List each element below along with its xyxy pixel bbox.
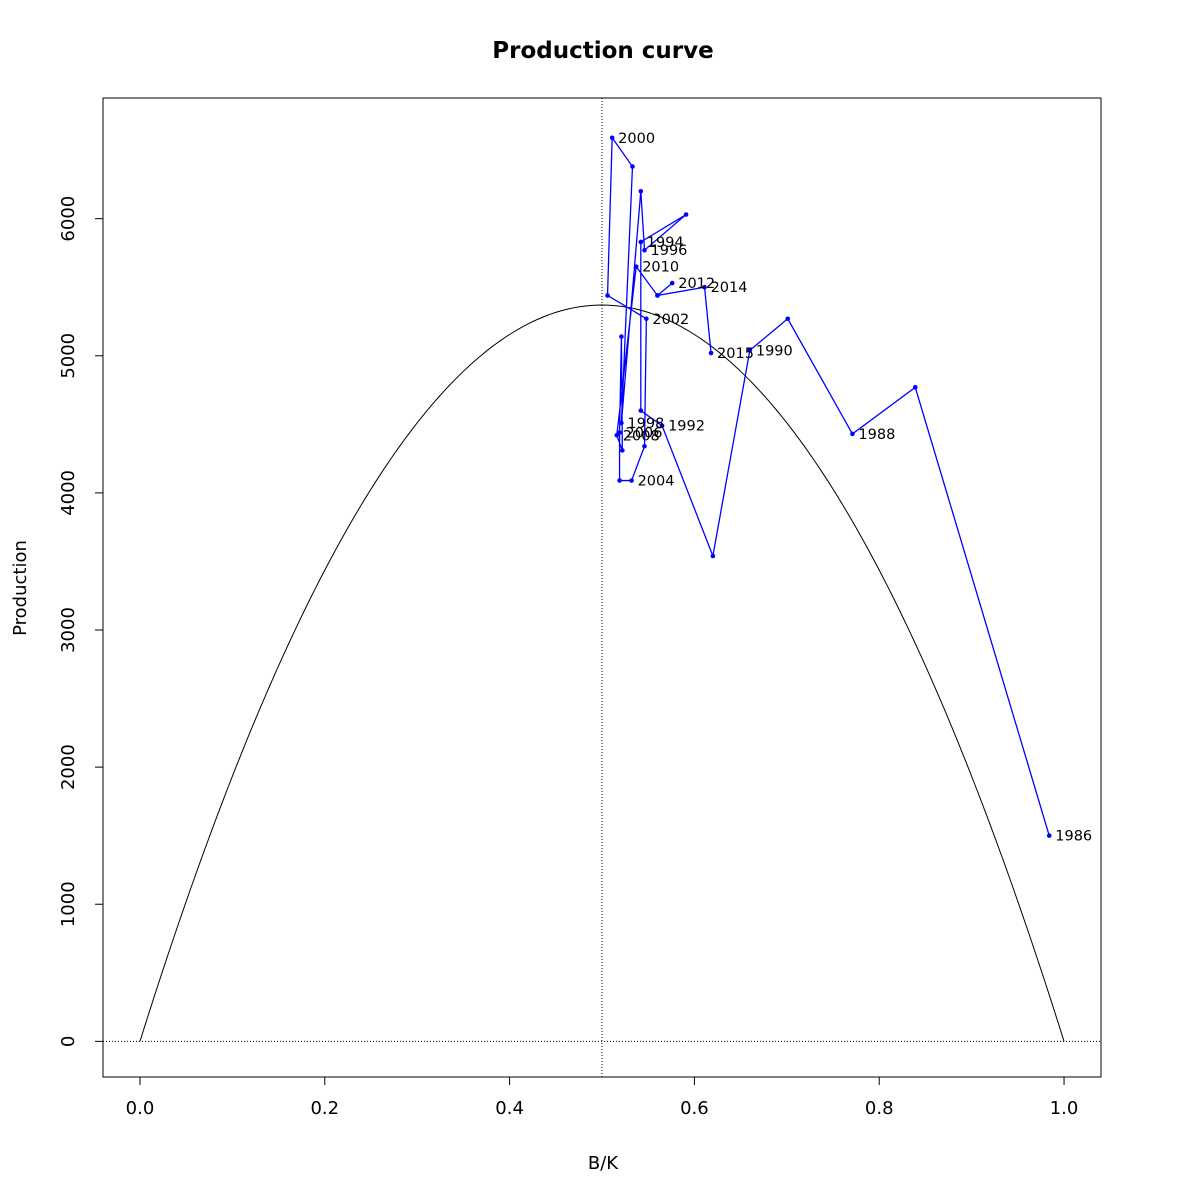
year-label-1988: 1988 xyxy=(858,427,895,443)
production-curve-layer xyxy=(139,304,1065,1042)
reference-lines xyxy=(103,98,1101,1077)
data-point-2002 xyxy=(644,316,649,322)
y-tick-label-3: 3000 xyxy=(58,607,79,653)
data-point-1987 xyxy=(912,385,918,390)
data-point-1986 xyxy=(1046,833,1052,838)
data-point-2014 xyxy=(702,284,707,290)
x-tick-label-3: 0.6 xyxy=(680,1098,709,1119)
data-point-2015 xyxy=(708,350,714,356)
year-label-2015: 2015 xyxy=(717,346,754,362)
data-point-1988 xyxy=(850,431,855,437)
data-point-1992 xyxy=(659,423,665,429)
y-tick-label-4: 4000 xyxy=(58,470,79,516)
trajectory-line xyxy=(606,135,1050,836)
data-point-2007 xyxy=(619,334,624,339)
data-point-2001 xyxy=(605,293,610,298)
series-layer xyxy=(605,135,1052,838)
y-tick-label-2: 2000 xyxy=(58,744,79,790)
year-label-2008: 2008 xyxy=(623,428,660,444)
year-label-1996: 1996 xyxy=(651,243,688,259)
data-point-1991 xyxy=(710,553,716,559)
x-tick-label-2: 0.4 xyxy=(495,1098,524,1119)
data-point-2003 xyxy=(642,443,647,449)
year-label-2002: 2002 xyxy=(652,312,689,328)
y-tick-label-1: 1000 xyxy=(58,881,79,927)
data-point-1993 xyxy=(638,408,644,413)
data-point-1996 xyxy=(642,247,647,253)
y-axis: 0 1000 2000 3000 4000 5000 6000 xyxy=(58,196,103,1047)
data-point-1990 xyxy=(747,347,753,353)
x-axis-label: B/K xyxy=(588,1153,619,1174)
x-tick-label-1: 0.2 xyxy=(310,1098,339,1119)
year-label-1994: 1994 xyxy=(647,235,684,251)
data-point-2000 xyxy=(609,135,615,141)
data-point-1994 xyxy=(638,239,644,245)
year-label-2006: 2006 xyxy=(626,426,663,442)
y-axis-label: Production xyxy=(10,540,31,636)
data-point-2004 xyxy=(629,478,634,483)
data-point-2008 xyxy=(620,448,625,453)
chart-title: Production curve xyxy=(492,38,713,64)
data-point-2005 xyxy=(617,478,622,483)
data-point-2012 xyxy=(669,280,675,286)
year-label-2012: 2012 xyxy=(678,276,715,292)
x-tick-label-4: 0.8 xyxy=(865,1098,894,1119)
data-point-2009 xyxy=(614,433,620,438)
y-tick-label-6: 6000 xyxy=(58,196,79,242)
data-point-1989 xyxy=(785,316,791,322)
year-label-1992: 1992 xyxy=(668,419,705,435)
data-point-1997 xyxy=(638,188,644,194)
production-curve xyxy=(139,304,1065,1042)
plot-frame xyxy=(102,97,1102,1078)
year-label-2004: 2004 xyxy=(638,474,675,490)
x-tick-label-5: 1.0 xyxy=(1050,1098,1079,1119)
year-label-1986: 1986 xyxy=(1055,829,1092,845)
data-point-1999 xyxy=(630,164,635,169)
data-point-1998 xyxy=(619,420,624,426)
year-label-1990: 1990 xyxy=(756,343,793,359)
year-label-2014: 2014 xyxy=(711,280,748,296)
x-axis: 0.0 0.2 0.4 0.6 0.8 1.0 xyxy=(126,1077,1079,1119)
data-point-2010 xyxy=(633,264,639,269)
data-point-1995 xyxy=(683,212,689,217)
y-tick-label-5: 5000 xyxy=(58,333,79,379)
x-tick-label-0: 0.0 xyxy=(126,1098,155,1119)
year-label-2010: 2010 xyxy=(642,260,679,276)
y-tick-label-0: 0 xyxy=(58,1036,79,1047)
year-label-1998: 1998 xyxy=(627,416,664,432)
data-point-2013 xyxy=(655,293,660,298)
year-label-2000: 2000 xyxy=(618,131,655,147)
